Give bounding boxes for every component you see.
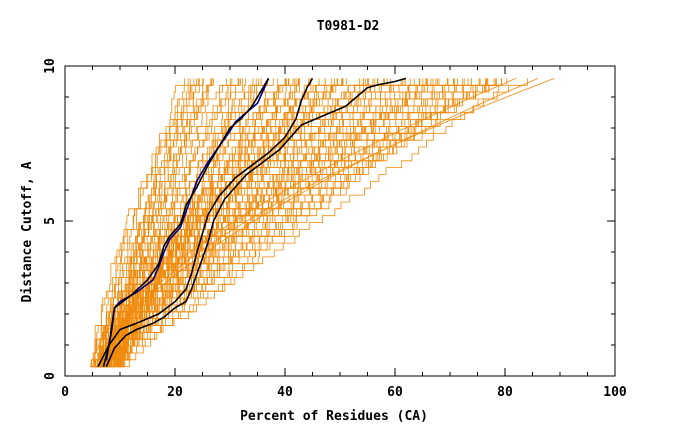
background-curve: [117, 78, 311, 368]
x-tick-label: 80: [497, 385, 513, 400]
y-axis-label: Distance Cutoff, A: [20, 161, 35, 302]
y-tick-label: 0: [43, 372, 58, 380]
y-tick-label: 10: [43, 58, 58, 74]
x-tick-label: 60: [387, 385, 403, 400]
background-curve: [107, 78, 204, 367]
highlight-curve-4: [105, 77, 407, 368]
background-curves: [90, 78, 555, 368]
y-tick-label: 5: [43, 217, 58, 225]
background-curve: [97, 78, 489, 368]
axis-ticks: 0 20 40 60 80 100 0 5 10: [43, 58, 627, 400]
chart-title: T0981-D2: [317, 19, 380, 34]
background-curve: [91, 78, 231, 367]
background-curve: [97, 78, 402, 367]
background-curve: [117, 78, 497, 368]
highlight-curve-3: [97, 77, 314, 368]
background-curve: [103, 78, 555, 367]
background-curve: [90, 78, 268, 368]
background-curve: [101, 78, 189, 368]
x-tick-label: 40: [277, 385, 293, 400]
background-curve: [97, 78, 539, 367]
highlight-curves: [97, 77, 407, 368]
background-curve: [93, 78, 214, 368]
background-curve: [106, 78, 378, 368]
background-curve: [100, 78, 366, 367]
highlight-curve-2: [102, 77, 270, 367]
background-curve: [92, 78, 517, 367]
background-curve: [121, 78, 333, 367]
x-tick-label: 100: [603, 385, 627, 400]
background-curve: [102, 78, 508, 368]
x-axis-label: Percent of Residues (CA): [240, 409, 428, 424]
x-tick-label: 20: [167, 385, 183, 400]
x-tick-label: 0: [61, 385, 69, 400]
